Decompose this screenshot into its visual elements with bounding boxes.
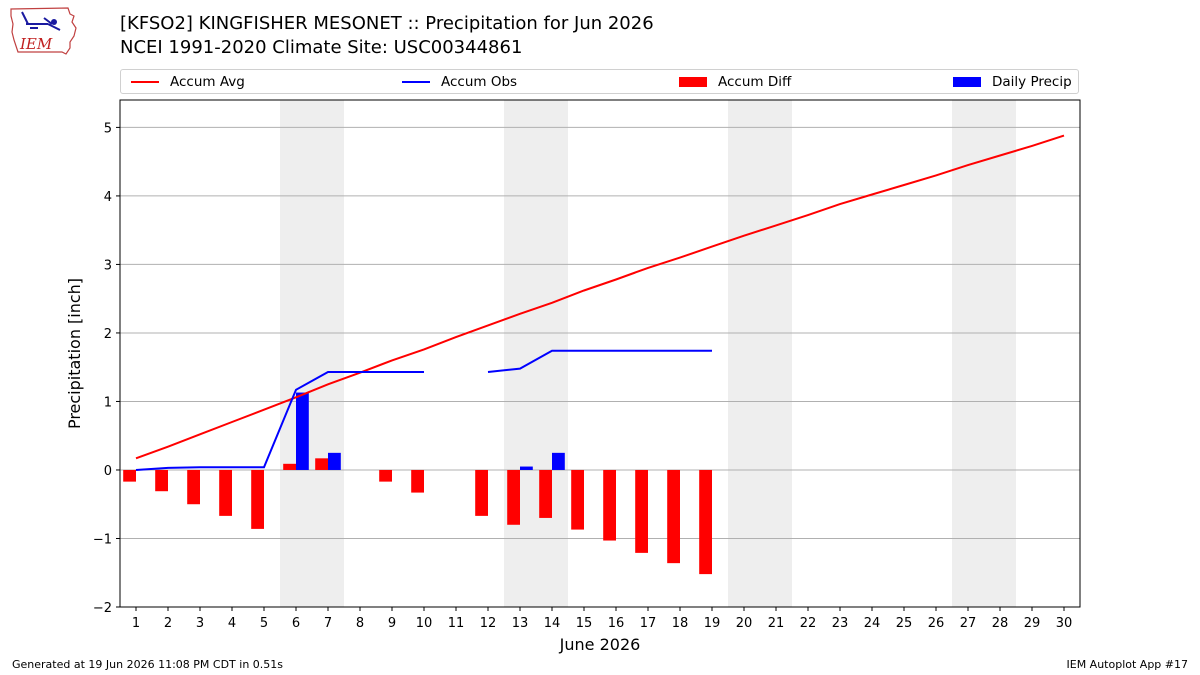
plot-frame bbox=[119, 99, 1081, 608]
x-tick-label: 22 bbox=[800, 616, 817, 631]
x-tick-label: 1 bbox=[132, 616, 140, 631]
legend-item-accum-avg: Accum Avg bbox=[131, 70, 245, 93]
accum-diff-bar bbox=[603, 469, 616, 541]
accum-diff-bar bbox=[379, 469, 392, 482]
iem-logo: IEM bbox=[10, 7, 77, 55]
accum-diff-bar bbox=[635, 469, 648, 553]
daily-precip-bar bbox=[328, 452, 341, 470]
x-tick-label: 6 bbox=[292, 616, 300, 631]
app-credit: IEM Autoplot App #17 bbox=[1066, 658, 1189, 671]
legend-item-accum-obs: Accum Obs bbox=[402, 70, 517, 93]
weekend-shade bbox=[728, 100, 792, 607]
y-tick-label: 0 bbox=[104, 464, 112, 479]
accum-diff-bar bbox=[155, 469, 168, 492]
accum-diff-bar bbox=[219, 469, 232, 516]
x-tick-label: 30 bbox=[1056, 616, 1073, 631]
x-tick-label: 26 bbox=[928, 616, 945, 631]
accum-diff-bar bbox=[699, 469, 712, 575]
y-tick-label: −2 bbox=[93, 601, 112, 616]
accum-diff-bar bbox=[571, 469, 584, 530]
daily-precip-bar bbox=[520, 466, 533, 470]
generated-timestamp: Generated at 19 Jun 2026 11:08 PM CDT in… bbox=[12, 658, 284, 671]
y-tick-label: 5 bbox=[104, 121, 112, 136]
y-axis-label: Precipitation [inch] bbox=[65, 278, 84, 429]
y-tick-label: 1 bbox=[104, 395, 112, 410]
daily-precip-bar bbox=[552, 452, 565, 470]
legend-line-swatch bbox=[131, 80, 159, 83]
chart-legend: Accum Avg Accum Obs Accum Diff Daily Pre… bbox=[120, 69, 1079, 94]
x-tick-label: 8 bbox=[356, 616, 364, 631]
station-dot-icon bbox=[51, 19, 57, 25]
daily-precip-bar bbox=[296, 392, 309, 470]
x-tick-label: 25 bbox=[896, 616, 913, 631]
x-tick-label: 24 bbox=[864, 616, 881, 631]
legend-label: Accum Obs bbox=[441, 73, 518, 90]
y-tick-label: 3 bbox=[104, 258, 112, 273]
iowa-outline-icon bbox=[10, 7, 77, 55]
accum-diff-bar bbox=[667, 469, 680, 564]
x-tick-label: 15 bbox=[576, 616, 593, 631]
x-tick-label: 14 bbox=[544, 616, 561, 631]
accum-diff-bar bbox=[475, 469, 488, 516]
logo-text: IEM bbox=[19, 35, 53, 53]
x-tick-label: 13 bbox=[512, 616, 529, 631]
legend-item-daily-precip: Daily Precip bbox=[953, 70, 1072, 93]
x-tick-label: 23 bbox=[832, 616, 849, 631]
accum-diff-bar bbox=[507, 469, 520, 525]
accum-diff-bar bbox=[315, 458, 328, 470]
x-tick-label: 11 bbox=[448, 616, 465, 631]
chart-subtitle: NCEI 1991-2020 Climate Site: USC00344861 bbox=[120, 37, 523, 58]
accum-diff-bar bbox=[123, 469, 136, 482]
x-tick-label: 20 bbox=[736, 616, 753, 631]
x-tick-label: 21 bbox=[768, 616, 785, 631]
weekend-shade bbox=[504, 100, 568, 607]
y-tick-label: 2 bbox=[104, 327, 112, 342]
x-tick-label: 27 bbox=[960, 616, 977, 631]
legend-label: Daily Precip bbox=[992, 73, 1072, 90]
x-tick-label: 4 bbox=[228, 616, 236, 631]
x-tick-label: 7 bbox=[324, 616, 332, 631]
x-tick-label: 16 bbox=[608, 616, 625, 631]
x-tick-label: 17 bbox=[640, 616, 657, 631]
accum-obs-line bbox=[487, 349, 712, 373]
x-tick-label: 2 bbox=[164, 616, 172, 631]
x-tick-label: 3 bbox=[196, 616, 204, 631]
legend-box-swatch bbox=[953, 76, 981, 87]
x-tick-label: 19 bbox=[704, 616, 721, 631]
weather-station-icon bbox=[21, 11, 61, 31]
accum-diff-bar bbox=[283, 463, 296, 470]
y-tick-label: 4 bbox=[104, 190, 112, 205]
x-tick-label: 5 bbox=[260, 616, 268, 631]
weekend-shade bbox=[952, 100, 1016, 607]
accum-diff-bar bbox=[187, 469, 200, 505]
weekend-shade bbox=[280, 100, 344, 607]
accum-diff-bar bbox=[251, 469, 264, 529]
accum-avg-line bbox=[135, 134, 1065, 460]
legend-line-swatch bbox=[402, 80, 430, 83]
accum-diff-bar bbox=[539, 469, 552, 518]
y-tick-label: −1 bbox=[93, 532, 112, 547]
x-tick-label: 10 bbox=[416, 616, 433, 631]
legend-label: Accum Avg bbox=[170, 73, 245, 90]
legend-item-accum-diff: Accum Diff bbox=[679, 70, 791, 93]
x-tick-label: 29 bbox=[1024, 616, 1041, 631]
accum-obs-line bbox=[135, 371, 424, 471]
x-tick-label: 28 bbox=[992, 616, 1009, 631]
x-tick-label: 12 bbox=[480, 616, 497, 631]
chart-title: [KFSO2] KINGFISHER MESONET :: Precipitat… bbox=[120, 13, 654, 34]
x-tick-label: 9 bbox=[388, 616, 396, 631]
x-axis-label: June 2026 bbox=[559, 635, 641, 654]
legend-box-swatch bbox=[679, 76, 707, 87]
legend-label: Accum Diff bbox=[718, 73, 792, 90]
x-tick-label: 18 bbox=[672, 616, 689, 631]
accum-diff-bar bbox=[411, 469, 424, 493]
